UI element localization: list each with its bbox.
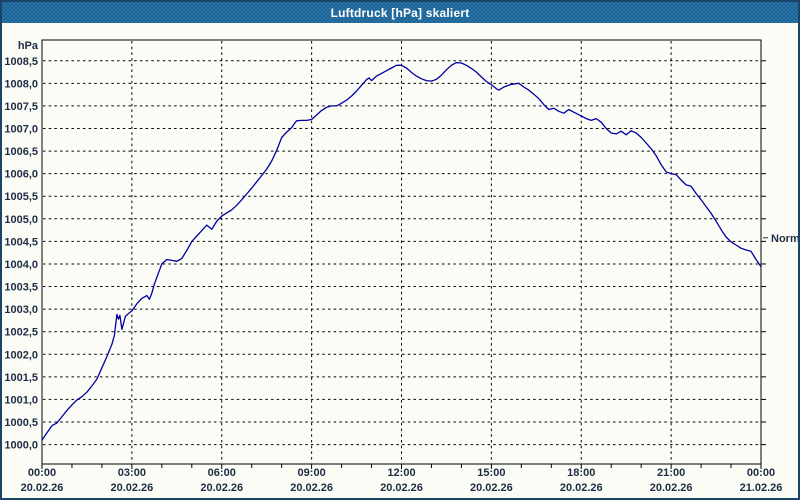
y-tick-label: 1004,5: [4, 236, 38, 248]
y-tick-label: 1005,0: [4, 214, 38, 226]
y-tick-label: 1008,5: [4, 56, 38, 68]
x-time-label: 06:00: [208, 467, 236, 479]
y-axis-unit-label: hPa: [18, 40, 39, 52]
pressure-line-chart: 1000,0 1000,5 1001,0 1001,5 1002,0 1002,5 1003…: [4, 39, 800, 494]
x-date-label: 21.02.26: [740, 482, 783, 494]
plot-border: [41, 39, 762, 465]
y-tick-label: 1004,0: [4, 259, 38, 271]
y-tick-label: 1001,5: [4, 372, 38, 384]
y-tick-label: 1000,5: [4, 417, 38, 429]
y-tick-label: 1006,0: [4, 169, 38, 181]
y-tick-label: 1006,5: [4, 146, 38, 158]
y-tick-label: 1007,0: [4, 124, 38, 136]
x-time-label: 03:00: [118, 467, 146, 479]
pressure-curve: [41, 61, 762, 441]
y-tick-label: 1001,0: [4, 394, 38, 406]
y-tick-label: 1005,5: [4, 191, 38, 203]
x-date-label: 20.02.26: [21, 482, 64, 494]
x-date-label: 20.02.26: [110, 482, 153, 494]
x-date-label: 20.02.26: [380, 482, 423, 494]
x-time-label: 00:00: [28, 467, 56, 479]
x-time-label: 18:00: [567, 467, 595, 479]
x-time-label: 09:00: [298, 467, 326, 479]
y-tick-label: 1003,5: [4, 282, 38, 294]
normal-marker-label: Normal: [771, 233, 800, 245]
x-date-label: 20.02.26: [200, 482, 243, 494]
x-date-label: 20.02.26: [290, 482, 333, 494]
x-date-label: 20.02.26: [470, 482, 513, 494]
x-time-label: 15:00: [477, 467, 505, 479]
x-date-label: 20.02.26: [560, 482, 603, 494]
y-tick-label: 1002,0: [4, 349, 38, 361]
window-title: Luftdruck [hPa] skaliert: [330, 5, 470, 20]
y-tick-label: 1007,5: [4, 101, 38, 113]
y-tick-label: 1003,0: [4, 304, 38, 316]
x-time-label: 00:00: [747, 467, 775, 479]
chart-area: 1000,0 1000,5 1001,0 1001,5 1002,0 1002,5 1003…: [2, 23, 798, 498]
x-date-label: 20.02.26: [650, 482, 693, 494]
y-tick-label: 1008,0: [4, 78, 38, 90]
y-tick-label: 1002,5: [4, 327, 38, 339]
x-time-label: 12:00: [387, 467, 415, 479]
y-tick-label: 1000,0: [4, 440, 38, 452]
window-titlebar: Luftdruck [hPa] skaliert: [2, 2, 798, 23]
x-time-label: 21:00: [657, 467, 685, 479]
